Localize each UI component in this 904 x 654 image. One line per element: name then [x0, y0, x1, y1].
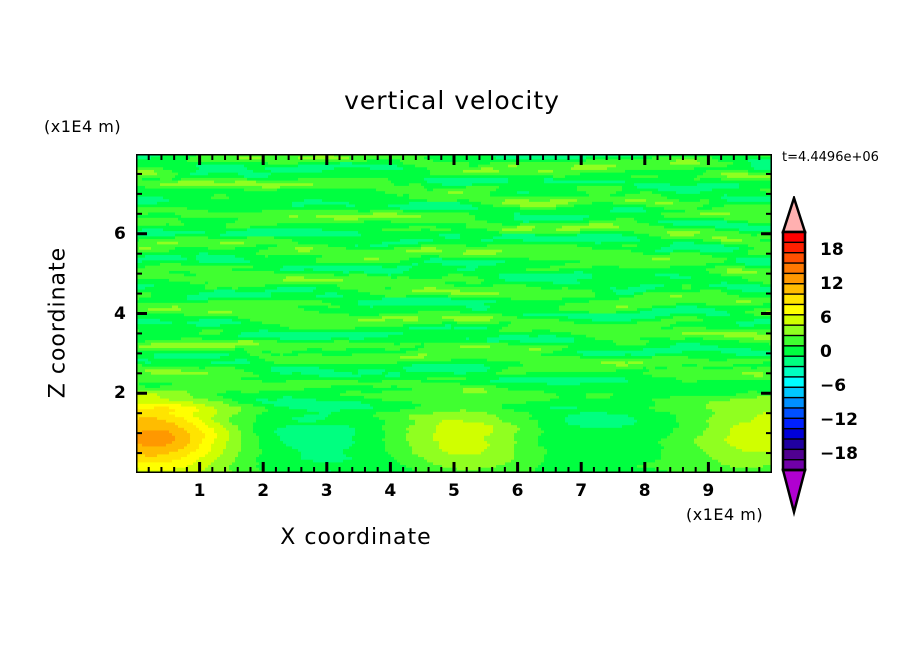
- colorbar-tick-labels: 18 12 6 0 −6 −12 −18: [820, 240, 858, 464]
- x-tick-label: 6: [511, 481, 524, 501]
- svg-text:0: 0: [820, 342, 832, 362]
- svg-text:−12: −12: [820, 410, 858, 430]
- y-tick-label: 6: [114, 223, 126, 244]
- x-tick-label: 5: [448, 481, 460, 501]
- x-tick-label: 3: [320, 481, 333, 501]
- contour-plot: [136, 154, 772, 473]
- page-title: vertical velocity: [344, 86, 560, 115]
- y-axis-unit-label: (x1E4 m): [44, 117, 122, 136]
- colorbar: 18 12 6 0 −6 −12 −18: [776, 196, 904, 526]
- svg-text:−6: −6: [820, 376, 846, 396]
- axis-ticks: [136, 154, 772, 473]
- y-tick-label: 4: [114, 303, 126, 324]
- svg-text:18: 18: [820, 240, 844, 260]
- svg-text:12: 12: [820, 274, 844, 294]
- y-tick-label: 2: [114, 383, 126, 404]
- time-annotation: t=4.4496e+06: [782, 150, 879, 165]
- x-tick-label: 2: [257, 481, 270, 501]
- x-tick-label: 9: [702, 481, 715, 501]
- colorbar-svg: 18 12 6 0 −6 −12 −18: [781, 196, 858, 517]
- contour-field: [136, 154, 772, 473]
- x-axis-unit-label: (x1E4 m): [686, 505, 764, 524]
- x-tick-label: 1: [193, 481, 206, 501]
- x-tick-label: 8: [638, 481, 651, 501]
- y-axis-title: Z coordinate: [45, 246, 71, 399]
- svg-text:6: 6: [820, 308, 832, 328]
- x-tick-label: 7: [575, 481, 588, 501]
- svg-text:−18: −18: [820, 444, 858, 464]
- x-tick-label: 4: [384, 481, 397, 501]
- x-axis-title: X coordinate: [280, 525, 432, 550]
